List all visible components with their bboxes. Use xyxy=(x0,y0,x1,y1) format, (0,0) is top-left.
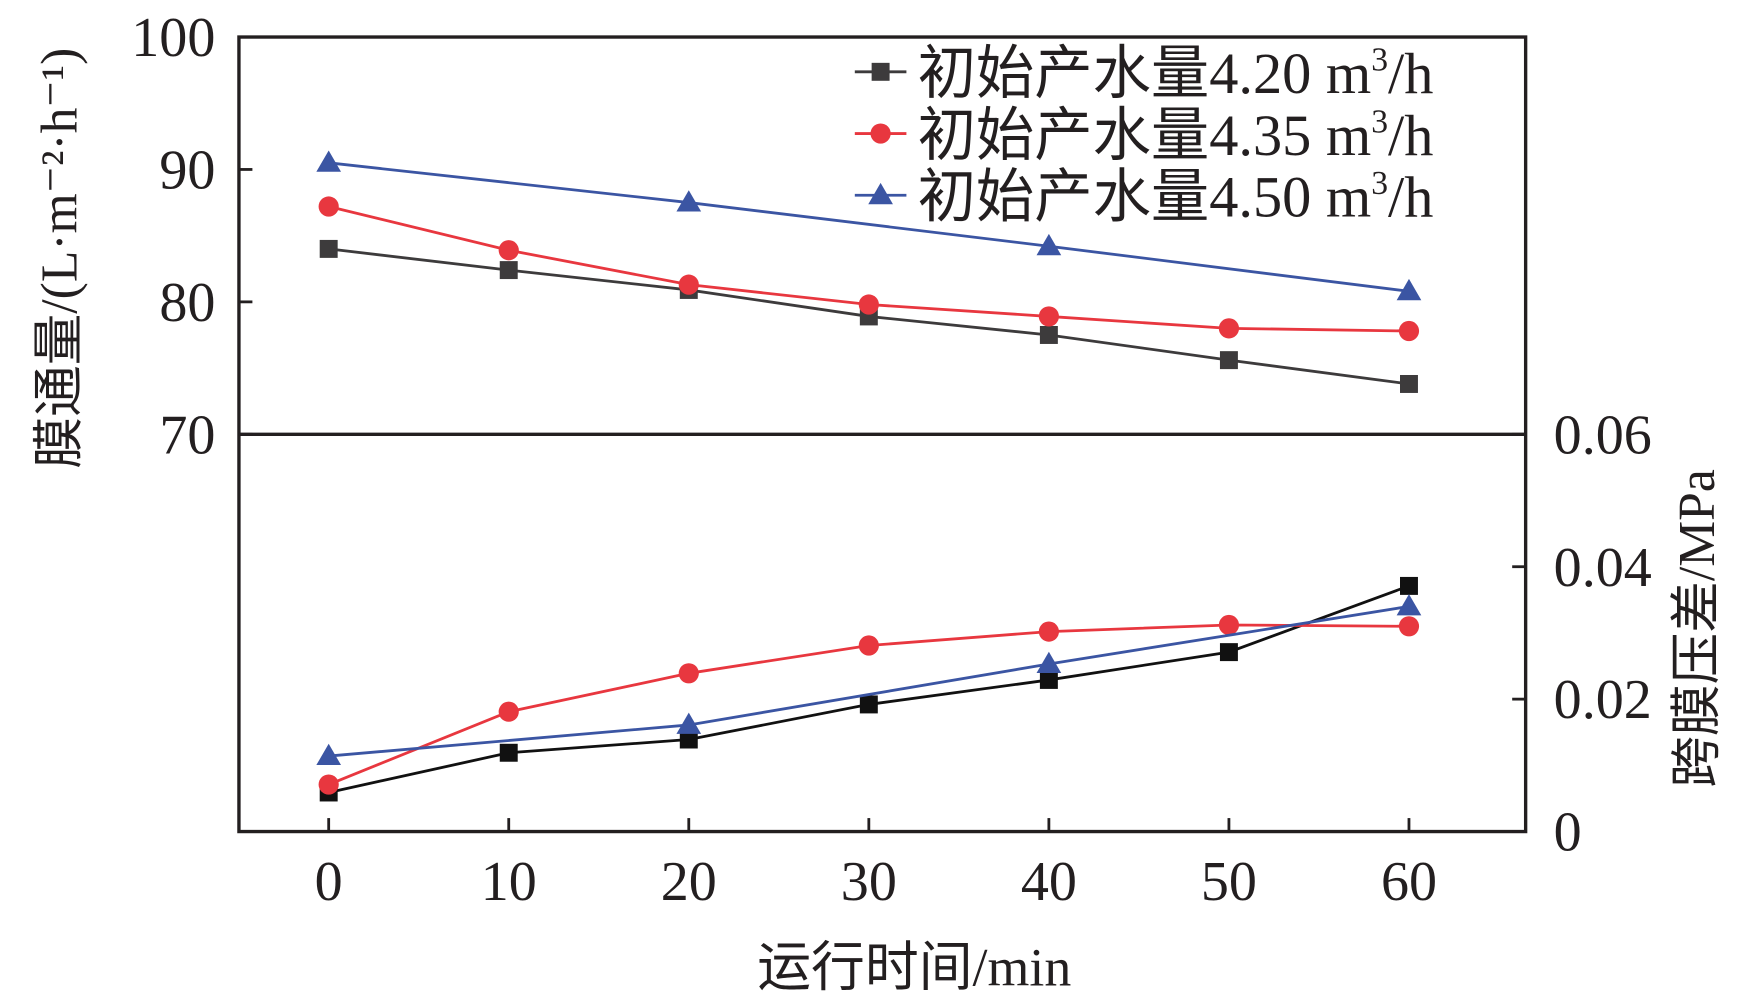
legend-marker xyxy=(870,123,891,144)
x-tick-label: 50 xyxy=(1201,851,1257,913)
flux-series-line xyxy=(328,161,1410,293)
pressure-data-point xyxy=(1396,594,1422,616)
legend-marker xyxy=(868,182,893,205)
x-tick-label: 20 xyxy=(661,851,717,913)
pressure-data-point xyxy=(1218,614,1240,636)
left-y-tick-label: 90 xyxy=(159,140,215,202)
right-y-tick-label: 0.04 xyxy=(1554,537,1652,599)
pressure-data-point xyxy=(1219,643,1238,662)
right-y-axis-label: 跨膜压差/MPa xyxy=(1669,469,1726,787)
flux-data-point xyxy=(319,239,338,258)
pressure-data-point xyxy=(1039,670,1058,689)
pressure-data-point xyxy=(679,730,698,749)
pressure-data-point xyxy=(499,743,518,762)
flux-data-point xyxy=(1398,320,1420,342)
legend-marker xyxy=(871,62,890,81)
flux-data-point xyxy=(1036,233,1062,256)
pressure-data-point xyxy=(1398,616,1420,637)
flux-data-point xyxy=(678,274,699,295)
pressure-series-1 xyxy=(318,614,1420,795)
legend-label: 初始产水量4.20 m3/h xyxy=(918,41,1434,106)
pressure-data-point xyxy=(858,635,879,656)
flux-data-point xyxy=(318,196,339,217)
legend-label: 初始产水量4.35 m3/h xyxy=(918,103,1434,168)
pressure-data-point xyxy=(316,743,342,766)
flux-data-point xyxy=(1039,325,1058,344)
flux-data-point xyxy=(499,261,518,280)
left-y-tick-label: 80 xyxy=(159,272,215,334)
flux-series-1 xyxy=(318,196,1420,342)
pressure-series-line xyxy=(328,605,1410,758)
flux-series-2 xyxy=(316,150,1422,301)
pressure-series-line xyxy=(328,584,1410,794)
left-y-tick-label: 100 xyxy=(131,7,215,69)
pressure-data-point xyxy=(1036,651,1062,674)
pressure-data-point xyxy=(1038,621,1059,642)
flux-data-point xyxy=(316,150,342,172)
x-tick-label: 40 xyxy=(1021,851,1077,913)
flux-data-point xyxy=(1219,351,1238,370)
x-tick-label: 60 xyxy=(1381,851,1437,913)
pressure-data-point xyxy=(859,695,878,714)
right-y-tick-label: 0.06 xyxy=(1554,404,1652,466)
flux-data-point xyxy=(498,240,519,261)
flux-series-0 xyxy=(319,239,1418,393)
pressure-data-point xyxy=(318,774,339,795)
pressure-data-point xyxy=(498,701,519,722)
pressure-series-2 xyxy=(316,594,1422,766)
legend-entry: 初始产水量4.20 m3/h xyxy=(854,41,1434,106)
flux-data-point xyxy=(858,294,879,315)
flux-data-point xyxy=(1396,278,1422,301)
pressure-series-0 xyxy=(319,576,1418,802)
x-axis-label: 运行时间/min xyxy=(757,937,1071,997)
legend-entry: 初始产水量4.50 m3/h xyxy=(854,165,1434,230)
x-tick-label: 30 xyxy=(841,851,897,913)
left-y-axis-label: 膜通量/(L·m⁻²·h⁻¹) xyxy=(31,48,88,469)
left-y-tick-label: 70 xyxy=(159,404,215,466)
flux-data-point xyxy=(1218,318,1240,339)
pressure-data-point xyxy=(676,712,702,734)
flux-data-point xyxy=(676,190,702,212)
flux-data-point xyxy=(1400,374,1418,393)
pressure-data-point xyxy=(678,663,699,684)
right-y-tick-label: 0.02 xyxy=(1554,669,1652,731)
x-tick-label: 0 xyxy=(315,851,343,913)
pressure-data-point xyxy=(1400,576,1418,595)
legend-label: 初始产水量4.50 m3/h xyxy=(918,165,1434,230)
flux-data-point xyxy=(1038,306,1059,327)
legend-entry: 初始产水量4.35 m3/h xyxy=(854,103,1434,168)
right-y-tick-label: 0 xyxy=(1554,802,1582,864)
x-tick-label: 10 xyxy=(481,851,537,913)
